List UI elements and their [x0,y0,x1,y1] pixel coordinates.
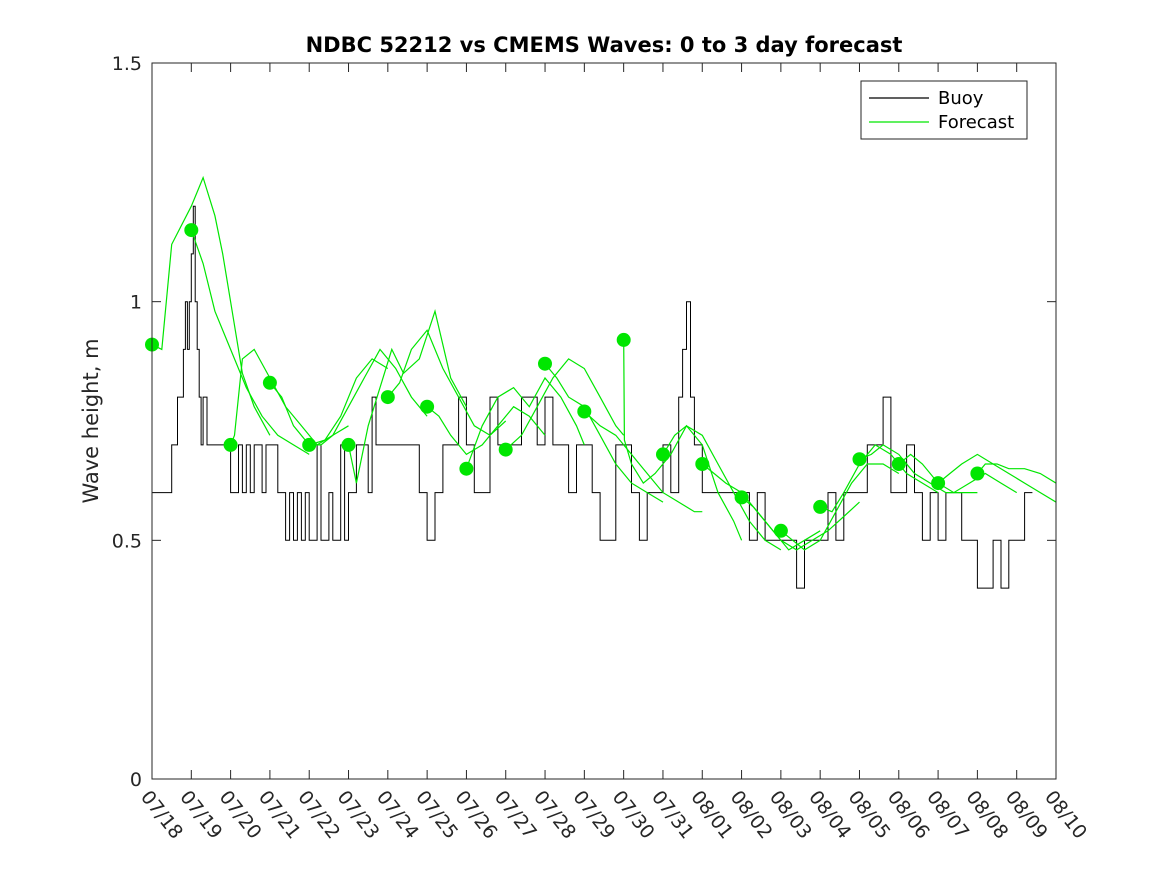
series-forecast-run-7 [426,405,546,456]
x-tick-label: 08/06 [883,787,934,844]
forecast-start-marker [813,499,828,514]
series-buoy-line [152,205,1033,589]
x-tick-label: 07/20 [215,787,266,844]
forecast-start-marker [773,523,788,538]
axes-frame [151,62,1057,780]
x-tick-label: 08/07 [922,787,973,844]
series-forecast-run-3 [269,358,389,446]
forecast-start-marker [498,442,513,457]
series-forecast-run-6 [387,329,507,437]
forecast-start-marker [656,447,670,462]
forecast-start-marker [420,399,435,414]
axes: 00.511.507/1807/1907/2007/2107/2207/2307… [112,53,1091,843]
series-forecast-run-10 [544,363,664,503]
forecast-start-marker [459,461,474,476]
series-forecast-run-16 [780,463,900,551]
forecast-start-marker [852,452,867,467]
series-forecast-run-11 [583,411,703,513]
forecast-start-marker [184,223,199,238]
x-tick-label: 07/18 [136,787,187,844]
series-forecast-run-19 [898,453,1018,494]
legend-box [860,80,1028,140]
series-forecast-run-15 [741,496,860,551]
x-tick-label: 07/28 [529,787,580,844]
forecast-start-marker [262,375,277,390]
x-tick-label: 08/04 [804,787,855,844]
series-forecast-run-18 [859,444,978,494]
forecast-start-marker [380,390,395,405]
y-tick-label: 0.5 [112,530,142,552]
x-tick-label: 07/29 [568,787,619,844]
series-forecast-run-21 [976,463,1056,484]
series-forecast-run-12 [623,339,743,541]
x-tick-label: 08/10 [1040,787,1091,844]
x-tick-label: 08/01 [686,787,737,844]
forecast-start-marker [970,466,985,481]
x-tick-label: 08/08 [961,787,1012,844]
x-tick-label: 07/23 [333,787,384,844]
forecast-start-marker [577,404,592,419]
series-forecast-run-8 [465,376,585,469]
y-axis-label: Wave height, m [79,338,103,503]
series-forecast-run-13 [662,425,782,551]
series-forecast-run-1 [190,229,310,455]
legend-label-forecast: Forecast [938,112,1014,133]
x-tick-label: 07/27 [490,787,541,844]
forecast-start-marker [891,457,906,471]
x-tick-label: 07/24 [372,787,423,844]
x-tick-label: 07/19 [175,787,226,844]
x-tick-label: 07/22 [293,787,344,844]
x-tick-label: 07/30 [608,787,659,844]
series-forecast-run-14 [701,463,821,551]
series-forecast-run-20 [937,453,1056,503]
y-tick-label: 1 [130,292,142,314]
x-tick-label: 07/31 [647,787,698,844]
legend-label-buoy: Buoy [938,88,984,109]
forecast-start-marker [341,437,356,452]
forecast-start-marker [616,332,631,347]
legend: Buoy Forecast [860,80,1028,140]
forecast-start-marker [223,437,238,452]
forecast-start-marker [695,457,710,471]
plot-area [145,175,1056,589]
x-tick-label: 07/21 [254,787,305,844]
x-tick-label: 07/26 [450,787,501,844]
series-forecast-run-4 [309,348,428,446]
series-forecast-run-9 [505,358,625,451]
x-tick-label: 08/02 [726,787,777,844]
forecast-start-marker [538,356,552,371]
forecast-start-marker [734,490,749,505]
x-tick-label: 07/25 [411,787,462,844]
forecast-start-marker [931,476,946,491]
y-tick-label: 0 [130,769,142,791]
series-forecast-run-0 [152,175,271,436]
series-forecast-run-5 [347,308,467,484]
x-tick-label: 08/03 [765,787,816,844]
x-tick-label: 08/05 [844,787,895,844]
y-tick-label: 1.5 [112,53,142,75]
series-forecast-run-17 [819,444,939,513]
chart-title: NDBC 52212 vs CMEMS Waves: 0 to 3 day fo… [306,33,903,57]
forecast-start-marker [302,437,317,452]
x-tick-label: 08/09 [1001,787,1052,844]
